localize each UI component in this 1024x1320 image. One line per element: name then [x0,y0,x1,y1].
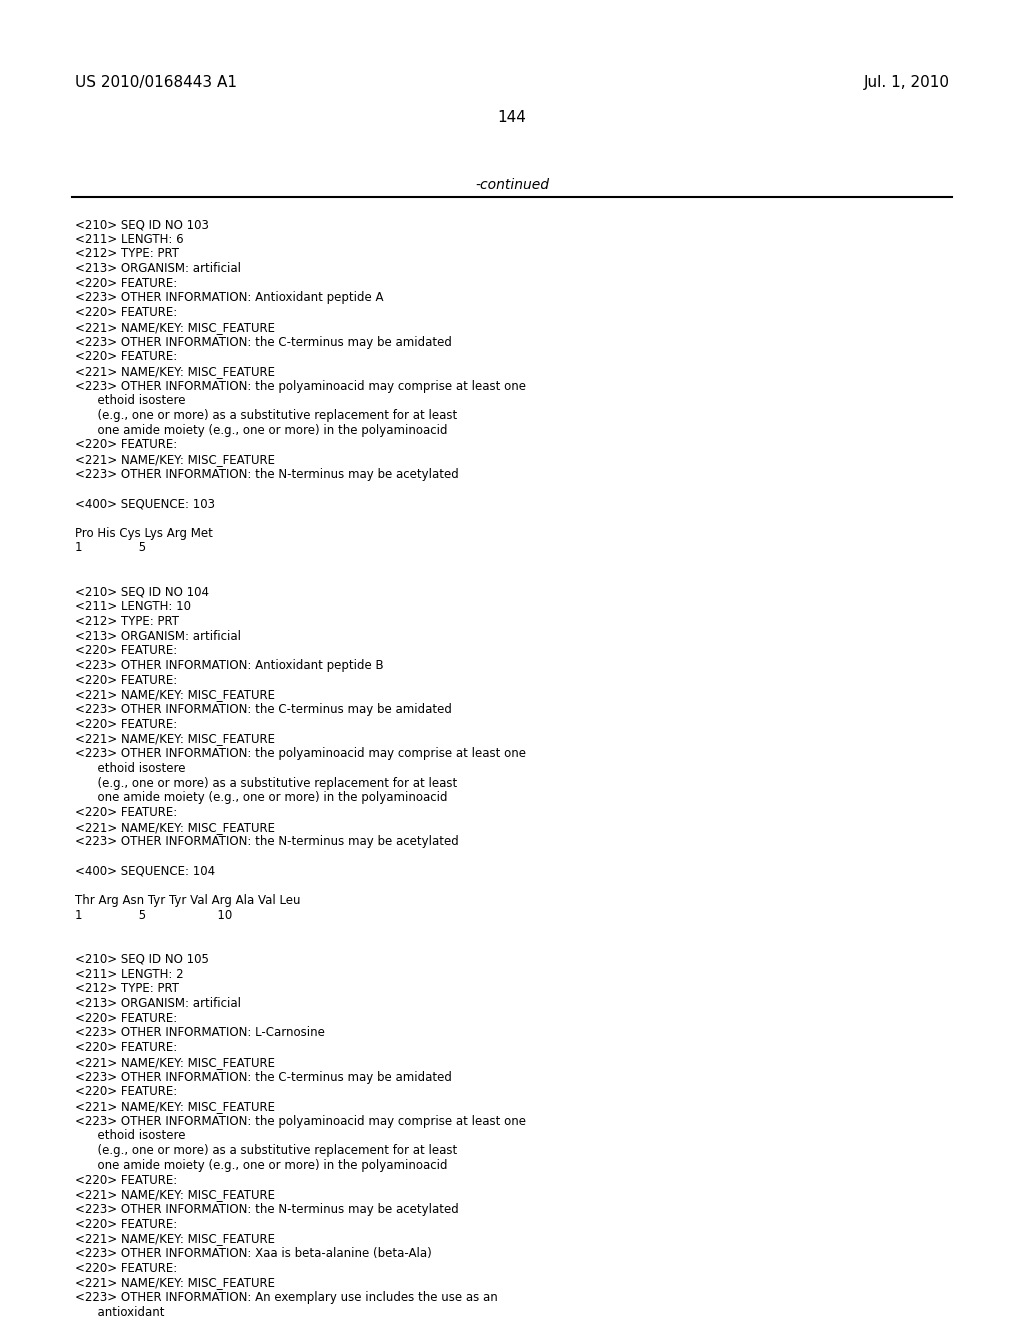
Text: (e.g., one or more) as a substitutive replacement for at least: (e.g., one or more) as a substitutive re… [75,776,458,789]
Text: <220> FEATURE:: <220> FEATURE: [75,807,177,818]
Text: <223> OTHER INFORMATION: the C-terminus may be amidated: <223> OTHER INFORMATION: the C-terminus … [75,335,452,348]
Text: <211> LENGTH: 10: <211> LENGTH: 10 [75,601,191,614]
Text: <212> TYPE: PRT: <212> TYPE: PRT [75,247,179,260]
Text: <400> SEQUENCE: 104: <400> SEQUENCE: 104 [75,865,215,878]
Text: <220> FEATURE:: <220> FEATURE: [75,644,177,657]
Text: -continued: -continued [475,178,549,191]
Text: <223> OTHER INFORMATION: L-Carnosine: <223> OTHER INFORMATION: L-Carnosine [75,1027,325,1040]
Text: <220> FEATURE:: <220> FEATURE: [75,1173,177,1187]
Text: <213> ORGANISM: artificial: <213> ORGANISM: artificial [75,630,241,643]
Text: <210> SEQ ID NO 105: <210> SEQ ID NO 105 [75,953,209,966]
Text: <220> FEATURE:: <220> FEATURE: [75,1041,177,1055]
Text: <221> NAME/KEY: MISC_FEATURE: <221> NAME/KEY: MISC_FEATURE [75,1188,275,1201]
Text: one amide moiety (e.g., one or more) in the polyaminoacid: one amide moiety (e.g., one or more) in … [75,424,447,437]
Text: <221> NAME/KEY: MISC_FEATURE: <221> NAME/KEY: MISC_FEATURE [75,1276,275,1290]
Text: <220> FEATURE:: <220> FEATURE: [75,673,177,686]
Text: <210> SEQ ID NO 104: <210> SEQ ID NO 104 [75,586,209,598]
Text: <223> OTHER INFORMATION: the C-terminus may be amidated: <223> OTHER INFORMATION: the C-terminus … [75,704,452,715]
Text: <220> FEATURE:: <220> FEATURE: [75,438,177,451]
Text: (e.g., one or more) as a substitutive replacement for at least: (e.g., one or more) as a substitutive re… [75,1144,458,1158]
Text: <221> NAME/KEY: MISC_FEATURE: <221> NAME/KEY: MISC_FEATURE [75,1056,275,1069]
Text: <211> LENGTH: 6: <211> LENGTH: 6 [75,232,183,246]
Text: US 2010/0168443 A1: US 2010/0168443 A1 [75,75,237,90]
Text: <223> OTHER INFORMATION: Antioxidant peptide A: <223> OTHER INFORMATION: Antioxidant pep… [75,292,384,305]
Text: <213> ORGANISM: artificial: <213> ORGANISM: artificial [75,263,241,275]
Text: one amide moiety (e.g., one or more) in the polyaminoacid: one amide moiety (e.g., one or more) in … [75,791,447,804]
Text: <213> ORGANISM: artificial: <213> ORGANISM: artificial [75,997,241,1010]
Text: <212> TYPE: PRT: <212> TYPE: PRT [75,615,179,628]
Text: <223> OTHER INFORMATION: the polyaminoacid may comprise at least one: <223> OTHER INFORMATION: the polyaminoac… [75,747,526,760]
Text: 144: 144 [498,110,526,125]
Text: <223> OTHER INFORMATION: the N-terminus may be acetylated: <223> OTHER INFORMATION: the N-terminus … [75,467,459,480]
Text: ethoid isostere: ethoid isostere [75,762,185,775]
Text: <220> FEATURE:: <220> FEATURE: [75,306,177,319]
Text: Jul. 1, 2010: Jul. 1, 2010 [864,75,950,90]
Text: <221> NAME/KEY: MISC_FEATURE: <221> NAME/KEY: MISC_FEATURE [75,453,275,466]
Text: <211> LENGTH: 2: <211> LENGTH: 2 [75,968,183,981]
Text: ethoid isostere: ethoid isostere [75,395,185,408]
Text: <223> OTHER INFORMATION: the polyaminoacid may comprise at least one: <223> OTHER INFORMATION: the polyaminoac… [75,380,526,393]
Text: <210> SEQ ID NO 103: <210> SEQ ID NO 103 [75,218,209,231]
Text: <220> FEATURE:: <220> FEATURE: [75,1217,177,1230]
Text: <220> FEATURE:: <220> FEATURE: [75,1262,177,1275]
Text: <223> OTHER INFORMATION: the N-terminus may be acetylated: <223> OTHER INFORMATION: the N-terminus … [75,1203,459,1216]
Text: <220> FEATURE:: <220> FEATURE: [75,1085,177,1098]
Text: <212> TYPE: PRT: <212> TYPE: PRT [75,982,179,995]
Text: <220> FEATURE:: <220> FEATURE: [75,277,177,290]
Text: <221> NAME/KEY: MISC_FEATURE: <221> NAME/KEY: MISC_FEATURE [75,733,275,746]
Text: <221> NAME/KEY: MISC_FEATURE: <221> NAME/KEY: MISC_FEATURE [75,1100,275,1113]
Text: <221> NAME/KEY: MISC_FEATURE: <221> NAME/KEY: MISC_FEATURE [75,689,275,701]
Text: <223> OTHER INFORMATION: Xaa is beta-alanine (beta-Ala): <223> OTHER INFORMATION: Xaa is beta-ala… [75,1247,432,1261]
Text: <221> NAME/KEY: MISC_FEATURE: <221> NAME/KEY: MISC_FEATURE [75,821,275,834]
Text: <220> FEATURE:: <220> FEATURE: [75,350,177,363]
Text: 1               5                   10: 1 5 10 [75,909,232,921]
Text: Pro His Cys Lys Arg Met: Pro His Cys Lys Arg Met [75,527,213,540]
Text: <223> OTHER INFORMATION: Antioxidant peptide B: <223> OTHER INFORMATION: Antioxidant pep… [75,659,384,672]
Text: 1               5: 1 5 [75,541,146,554]
Text: one amide moiety (e.g., one or more) in the polyaminoacid: one amide moiety (e.g., one or more) in … [75,1159,447,1172]
Text: ethoid isostere: ethoid isostere [75,1130,185,1142]
Text: <220> FEATURE:: <220> FEATURE: [75,1012,177,1024]
Text: <223> OTHER INFORMATION: the polyaminoacid may comprise at least one: <223> OTHER INFORMATION: the polyaminoac… [75,1114,526,1127]
Text: Thr Arg Asn Tyr Tyr Val Arg Ala Val Leu: Thr Arg Asn Tyr Tyr Val Arg Ala Val Leu [75,894,300,907]
Text: <220> FEATURE:: <220> FEATURE: [75,718,177,731]
Text: antioxidant: antioxidant [75,1305,165,1319]
Text: <400> SEQUENCE: 103: <400> SEQUENCE: 103 [75,498,215,511]
Text: <221> NAME/KEY: MISC_FEATURE: <221> NAME/KEY: MISC_FEATURE [75,1233,275,1245]
Text: <221> NAME/KEY: MISC_FEATURE: <221> NAME/KEY: MISC_FEATURE [75,366,275,378]
Text: <223> OTHER INFORMATION: the C-terminus may be amidated: <223> OTHER INFORMATION: the C-terminus … [75,1071,452,1084]
Text: <223> OTHER INFORMATION: An exemplary use includes the use as an: <223> OTHER INFORMATION: An exemplary us… [75,1291,498,1304]
Text: (e.g., one or more) as a substitutive replacement for at least: (e.g., one or more) as a substitutive re… [75,409,458,422]
Text: <223> OTHER INFORMATION: the N-terminus may be acetylated: <223> OTHER INFORMATION: the N-terminus … [75,836,459,849]
Text: <221> NAME/KEY: MISC_FEATURE: <221> NAME/KEY: MISC_FEATURE [75,321,275,334]
